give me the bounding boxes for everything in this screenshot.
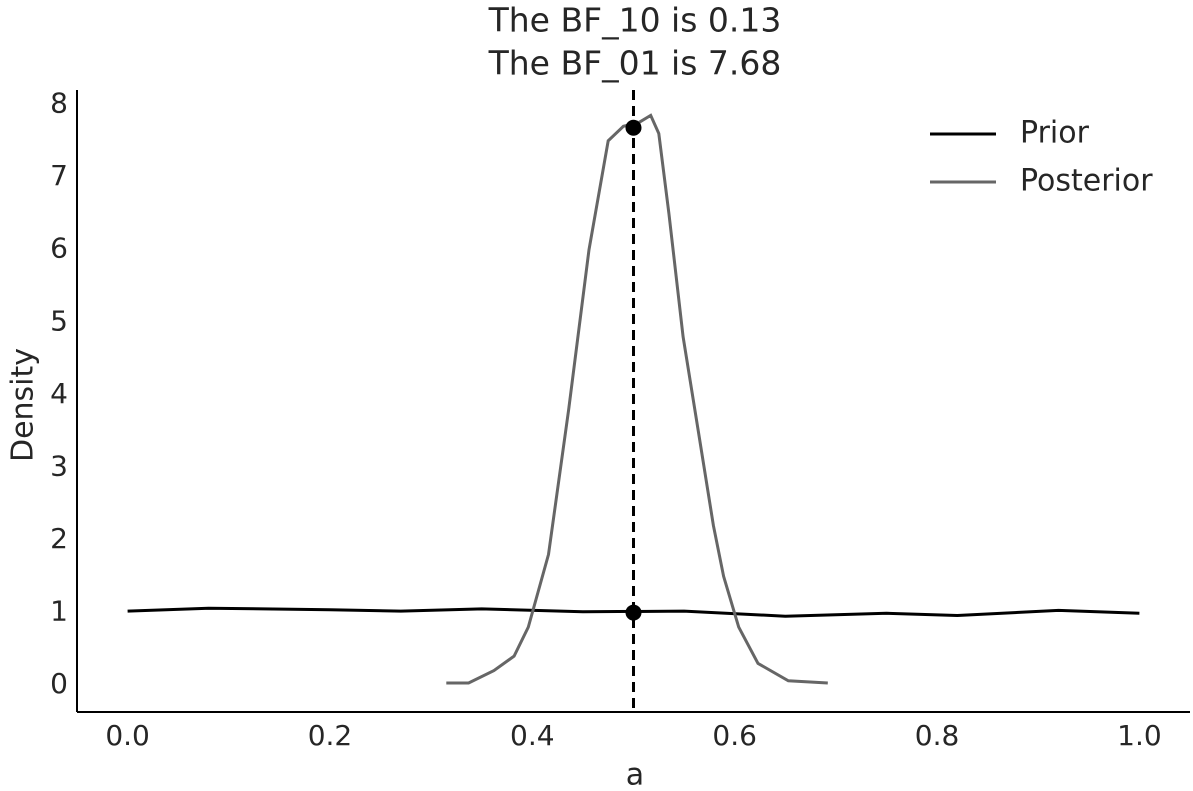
x-tick-label: 0.4 bbox=[510, 719, 555, 752]
point bbox=[625, 119, 642, 136]
y-tick-label: 3 bbox=[50, 449, 68, 482]
y-tick-label: 2 bbox=[50, 522, 68, 555]
series-line bbox=[446, 113, 828, 685]
x-tick-label: 0.6 bbox=[712, 719, 757, 752]
y-tick-label: 7 bbox=[50, 159, 68, 192]
legend-label: Prior bbox=[1020, 116, 1090, 151]
chart-title: The BF_01 is 7.68 bbox=[488, 44, 782, 83]
y-tick-label: 0 bbox=[50, 667, 68, 700]
y-tick-label: 5 bbox=[50, 304, 68, 337]
y-tick-label: 4 bbox=[50, 377, 68, 410]
y-tick-label: 1 bbox=[50, 595, 68, 628]
x-tick-label: 0.0 bbox=[105, 719, 150, 752]
x-tick-label: 1.0 bbox=[1117, 719, 1162, 752]
x-tick-label: 0.2 bbox=[308, 719, 353, 752]
x-tick-label: 0.8 bbox=[915, 719, 960, 752]
point bbox=[625, 604, 642, 621]
y-axis-label: Density bbox=[6, 348, 41, 462]
y-tick-label: 6 bbox=[50, 232, 68, 265]
chart-title: The BF_10 is 0.13 bbox=[488, 1, 782, 40]
legend-label: Posterior bbox=[1020, 164, 1153, 199]
x-axis-label: a bbox=[626, 758, 644, 791]
y-tick-label: 8 bbox=[50, 87, 68, 120]
